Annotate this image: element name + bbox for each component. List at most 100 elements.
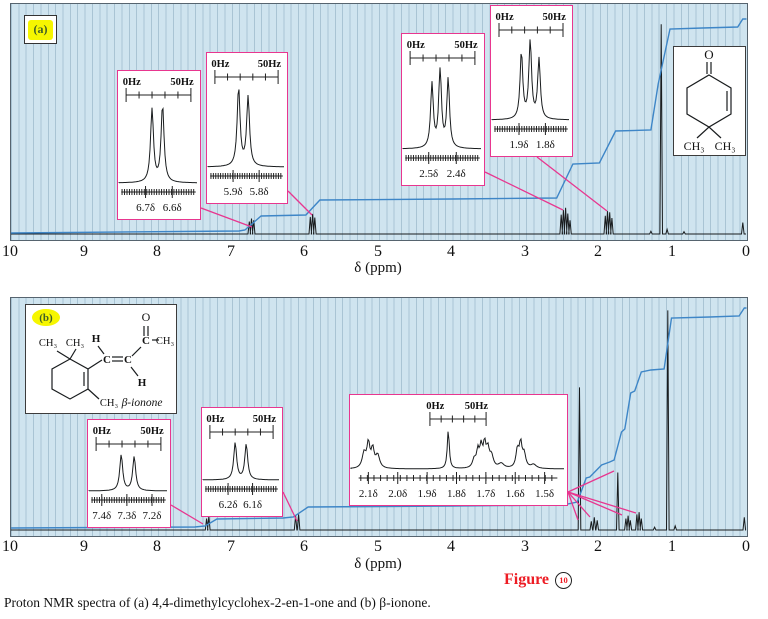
- expansion-inset: 0Hz 50Hz 6.7δ 6.6δ: [117, 70, 201, 220]
- hz-scale-label: 50Hz: [543, 12, 567, 23]
- inset-peak-trace: [118, 106, 197, 184]
- carbon-label: C: [142, 335, 150, 347]
- gem-methyl-bond: [69, 348, 77, 360]
- inset-drawing: 0Hz 50Hz 1.9δ 1.8δ: [491, 12, 569, 151]
- vinyl-h-bond: [130, 366, 139, 377]
- delta-scale-label: 2.4δ: [447, 168, 466, 180]
- methyl-label: CH₃: [684, 139, 705, 153]
- chain-bond: [131, 346, 142, 357]
- oxygen-label: O: [142, 310, 151, 324]
- x-tick-label: 2: [594, 243, 602, 260]
- delta-scale-label: 1.7δ: [476, 488, 495, 500]
- spectrum-line: [11, 310, 747, 531]
- x-tick-label: 7: [227, 243, 235, 260]
- carbon-label: C: [124, 354, 132, 366]
- delta-scale-label: 1.6δ: [506, 488, 525, 500]
- hz-scale-label: 50Hz: [140, 426, 164, 437]
- figure-number-badge: 10: [555, 571, 573, 589]
- hz-scale-label: 0Hz: [211, 59, 229, 70]
- x-axis-label: δ (ppm): [354, 260, 402, 276]
- inset-peak-trace: [350, 431, 564, 470]
- ring-bond: [686, 74, 732, 128]
- expansion-inset: 0Hz 50Hz 1.9δ 1.8δ: [490, 5, 573, 157]
- methyl-label: CH₃: [100, 398, 119, 409]
- x-tick-label: 5: [374, 538, 382, 555]
- hz-scale-label: 0Hz: [123, 77, 141, 88]
- hz-scale-label: 50Hz: [454, 40, 478, 51]
- x-tick-label: 0: [742, 243, 750, 260]
- figure-word: Figure: [504, 571, 550, 588]
- expansion-inset: 0Hz 50Hz 6.2δ 6.1δ: [201, 407, 283, 517]
- methyl-label: CH₃: [39, 338, 58, 349]
- x-tick-label: 7: [227, 538, 235, 555]
- inset-peak-trace: [207, 89, 284, 168]
- inset-peak-trace: [202, 442, 279, 481]
- hz-scale-label: 50Hz: [170, 77, 194, 88]
- delta-scale-label: 6.6δ: [163, 202, 182, 214]
- ring-methyl-bond: [87, 388, 100, 400]
- inset-drawing: 0Hz 50Hz 6.7δ 6.6δ: [118, 77, 197, 214]
- delta-scale-label: 2.0δ: [388, 488, 407, 500]
- x-tick-label: 8: [153, 243, 161, 260]
- hz-scale-label: 0Hz: [93, 426, 111, 437]
- delta-scale-label: 1.9δ: [510, 139, 529, 151]
- delta-scale-label: 7.4δ: [92, 510, 111, 522]
- x-tick-label: 1: [668, 243, 676, 260]
- compound-name: β-ionone: [121, 397, 163, 409]
- x-axis-label: δ (ppm): [354, 556, 402, 572]
- expansion-inset: 0Hz 50Hz 2.1δ 2.0δ 1.9δ 1.8δ 1.7δ 1.6δ 1.5δ: [349, 394, 568, 506]
- inset-drawing: 0Hz 50Hz 5.9δ 5.8δ: [207, 59, 284, 198]
- figure-label-line: Figure 10: [504, 571, 573, 589]
- spectrum-line: [11, 24, 746, 235]
- panel-a-label: (a): [28, 19, 53, 40]
- carbon-label: C: [103, 354, 111, 366]
- structure-b-drawing: CH₃ CH₃ H C C H C O CH₃ CH₃ β-ionone: [39, 310, 175, 409]
- delta-scale-label: 1.9δ: [418, 488, 437, 500]
- x-tick-label: 4: [447, 243, 455, 260]
- hz-scale-label: 0Hz: [206, 414, 224, 425]
- delta-scale-label: 6.2δ: [219, 499, 238, 511]
- gem-methyl-bond: [56, 350, 71, 360]
- delta-scale-label: 1.5δ: [535, 488, 554, 500]
- methyl-bond: [708, 126, 722, 139]
- hz-scale-label: 50Hz: [258, 59, 282, 70]
- delta-scale-label: 2.5δ: [419, 168, 438, 180]
- inset-peak-trace: [88, 454, 167, 492]
- hydrogen-label: H: [138, 377, 147, 389]
- ring-bond: [51, 358, 89, 400]
- inset-drawing: 0Hz 50Hz 2.5δ 2.4δ: [402, 40, 481, 180]
- methyl-bond: [696, 126, 710, 139]
- chain-bond: [87, 359, 103, 370]
- x-tick-label: 9: [80, 538, 88, 555]
- hydrogen-label: H: [92, 333, 101, 345]
- methyl-label: CH₃: [715, 139, 736, 153]
- hz-scale-label: 0Hz: [426, 401, 444, 412]
- x-tick-label: 0: [742, 538, 750, 555]
- delta-scale-label: 1.8δ: [447, 488, 466, 500]
- delta-scale-label: 1.8δ: [536, 139, 555, 151]
- delta-scale-label: 7.3δ: [117, 510, 136, 522]
- x-tick-label: 6: [300, 538, 308, 555]
- inset-drawing: 0Hz 50Hz 2.1δ 2.0δ 1.9δ 1.8δ 1.7δ 1.6δ 1.5δ: [350, 401, 564, 500]
- delta-scale-label: 7.2δ: [143, 510, 162, 522]
- x-tick-label: 4: [447, 538, 455, 555]
- delta-scale-label: 5.8δ: [250, 186, 269, 198]
- hz-scale-label: 0Hz: [496, 12, 514, 23]
- structure-b-box: (b) CH₃ CH₃ H C C H C O CH₃ CH₃ β-ionone: [25, 304, 177, 414]
- delta-scale-label: 6.1δ: [243, 499, 262, 511]
- x-tick-label: 3: [521, 538, 529, 555]
- oxygen-label: O: [704, 47, 713, 62]
- inset-drawing: 0Hz 50Hz 6.2δ 6.1δ: [202, 414, 279, 511]
- inset-peak-trace: [402, 67, 481, 150]
- expansion-inset: 0Hz 50Hz 5.9δ 5.8δ: [206, 52, 288, 204]
- inset-drawing: 0Hz 50Hz 7.4δ 7.3δ 7.2δ: [88, 426, 167, 522]
- x-tick-label: 10: [2, 243, 18, 260]
- x-tick-label: 9: [80, 243, 88, 260]
- x-tick-label: 10: [2, 538, 18, 555]
- panel-b-label: (b): [32, 309, 60, 326]
- delta-scale-label: 5.9δ: [224, 186, 243, 198]
- delta-scale-label: 2.1δ: [359, 488, 378, 500]
- structure-a-drawing: O CH₃ CH₃: [684, 47, 736, 153]
- x-tick-label: 6: [300, 243, 308, 260]
- figure-caption: Proton NMR spectra of (a) 4,4-dimethylcy…: [4, 595, 431, 610]
